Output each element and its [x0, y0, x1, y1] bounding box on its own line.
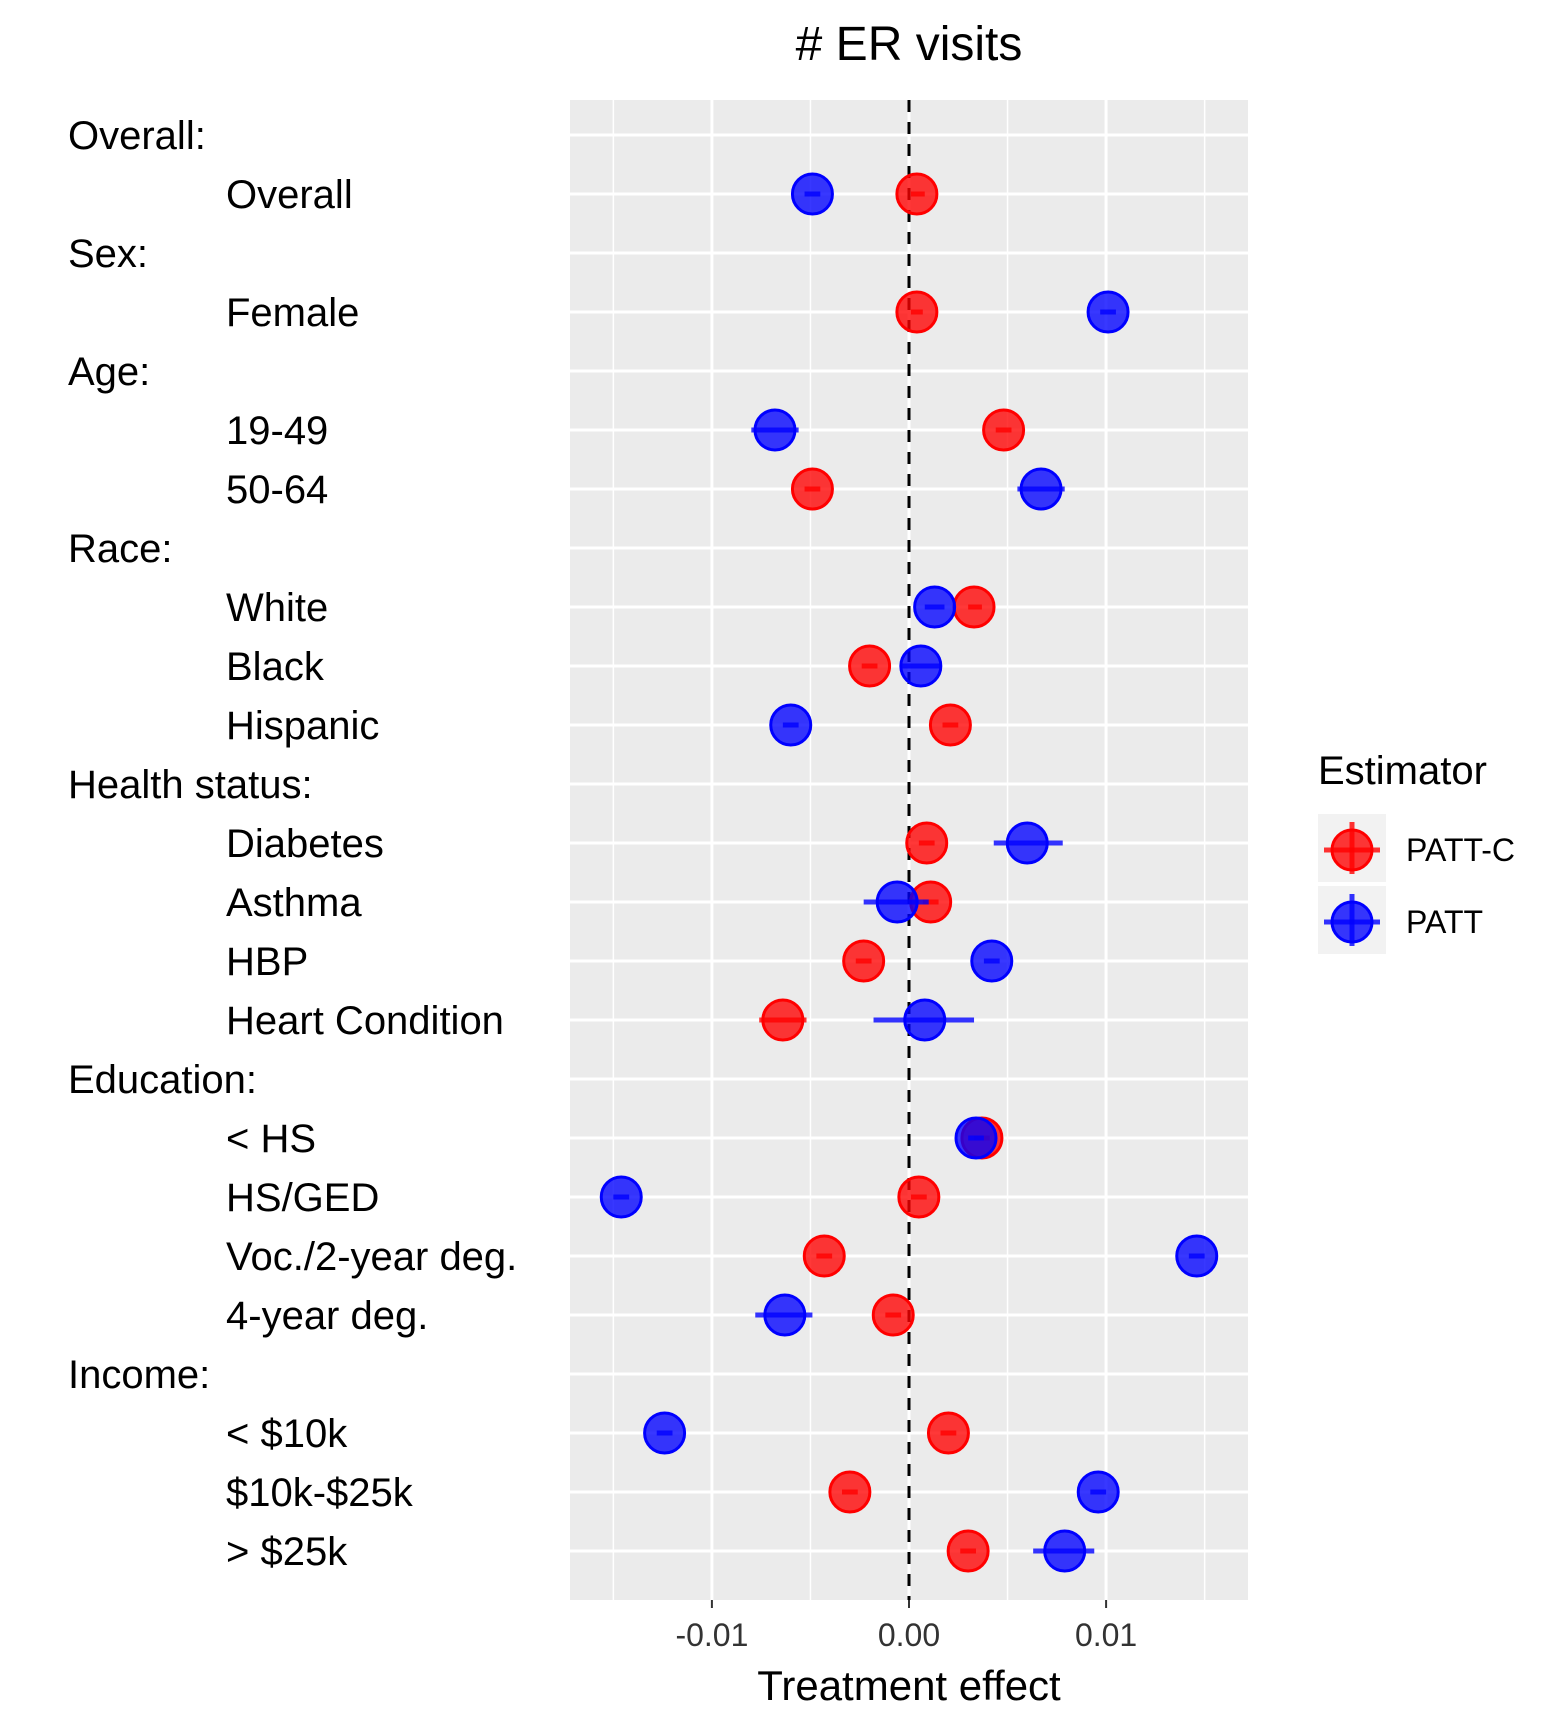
row-labels: Overall: Overall Sex: Female Age: 19-49 50-64 R…: [68, 114, 517, 1574]
point-marker: [895, 290, 939, 334]
group-label: Education:: [68, 1058, 257, 1102]
x-tick-label: 0.00: [878, 1617, 940, 1653]
point-marker: [926, 1411, 970, 1455]
legend-title: Estimator: [1318, 749, 1487, 793]
point-marker: [769, 703, 813, 747]
point-marker: [982, 408, 1026, 452]
point-marker: [871, 1293, 915, 1337]
point-marker: [946, 1529, 990, 1573]
point-marker: [828, 1470, 872, 1514]
row-label: 19-49: [226, 409, 328, 453]
point-marker: [1175, 1234, 1219, 1278]
point-marker: [643, 1411, 687, 1455]
group-label: Race:: [68, 527, 173, 571]
estimate-marks: [599, 172, 1219, 1573]
point-marker: [952, 585, 996, 629]
group-label: Sex:: [68, 232, 148, 276]
row-label: Voc./2-year deg.: [226, 1235, 517, 1279]
point-marker: [1076, 1470, 1120, 1514]
group-label: Overall:: [68, 114, 206, 158]
point-marker: [1043, 1529, 1087, 1573]
point-marker: [913, 585, 957, 629]
row-label: < HS: [226, 1117, 316, 1161]
point-marker: [1086, 290, 1130, 334]
point-marker: [928, 703, 972, 747]
x-tick-label: 0.01: [1075, 1617, 1137, 1653]
point-marker: [970, 939, 1014, 983]
x-axis-title: Treatment effect: [757, 1662, 1061, 1709]
row-label: Diabetes: [226, 822, 384, 866]
row-label: $10k-$25k: [226, 1471, 414, 1515]
chart-title: # ER visits: [796, 18, 1023, 71]
point-marker: [599, 1175, 643, 1219]
point-marker: [761, 998, 805, 1042]
point-marker: [897, 1175, 941, 1219]
group-label: Health status:: [68, 763, 313, 807]
row-label: HBP: [226, 940, 308, 984]
point-marker: [753, 408, 797, 452]
point-marker: [763, 1293, 807, 1337]
legend-label: PATT: [1406, 904, 1483, 940]
row-label: Overall: [226, 173, 353, 217]
x-axis-ticks: -0.01 0.00 0.01: [675, 1600, 1137, 1653]
row-label: Female: [226, 291, 359, 335]
series-patt: [599, 172, 1219, 1573]
point-marker: [790, 172, 834, 216]
row-label: Asthma: [226, 881, 362, 925]
row-label: HS/GED: [226, 1176, 379, 1220]
row-label: Black: [226, 645, 325, 689]
point-marker: [802, 1234, 846, 1278]
row-label: < $10k: [226, 1412, 348, 1456]
point-marker: [790, 467, 834, 511]
row-label: 50-64: [226, 468, 328, 512]
row-label: > $25k: [226, 1530, 348, 1574]
point-marker: [905, 821, 949, 865]
point-marker: [954, 1116, 998, 1160]
legend-key: [1318, 886, 1386, 954]
point-marker: [875, 880, 919, 924]
legend: Estimator PATT-C PATT: [1318, 749, 1515, 954]
point-marker: [903, 998, 947, 1042]
point-marker: [848, 644, 892, 688]
group-label: Age:: [68, 350, 150, 394]
group-label: Income:: [68, 1353, 210, 1397]
row-label: Hispanic: [226, 704, 379, 748]
point-marker: [895, 172, 939, 216]
legend-label: PATT-C: [1406, 832, 1515, 868]
point-marker: [899, 644, 943, 688]
legend-key: [1318, 814, 1386, 882]
row-label: 4-year deg.: [226, 1294, 428, 1338]
row-label: Heart Condition: [226, 999, 504, 1043]
legend-key-marker: [1330, 900, 1374, 944]
point-marker: [1005, 821, 1049, 865]
x-tick-label: -0.01: [675, 1617, 748, 1653]
point-marker: [1019, 467, 1063, 511]
point-marker: [842, 939, 886, 983]
row-label: White: [226, 586, 328, 630]
legend-key-marker: [1330, 828, 1374, 872]
